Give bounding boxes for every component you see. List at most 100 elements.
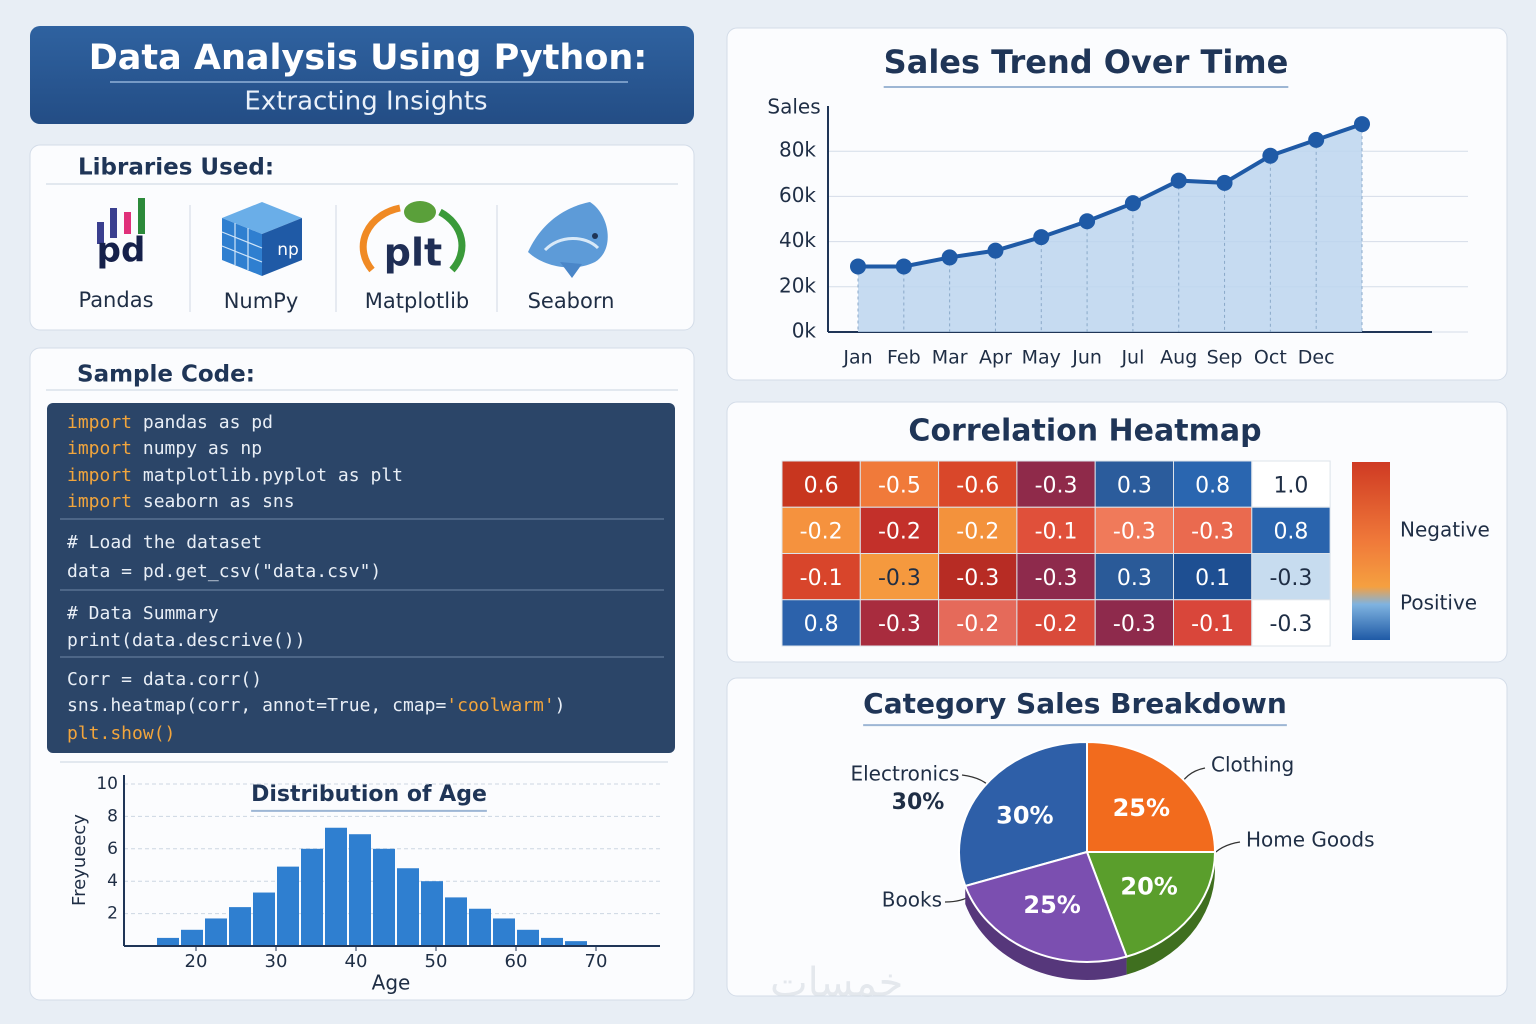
x-tick-label: Dec (1298, 347, 1335, 369)
x-tick-label: Feb (887, 347, 921, 369)
heat-cell (1094, 460, 1174, 508)
colorbar (1352, 462, 1390, 640)
bar (205, 918, 227, 946)
cell-label: 0.6 (804, 473, 839, 498)
bar (301, 848, 323, 946)
header-subtitle: Extracting Insights (244, 87, 487, 117)
legend-label: Positive (1400, 591, 1477, 615)
point (1262, 147, 1279, 164)
slice-label: 25% (1113, 794, 1170, 822)
code-token: pandas as pd (132, 412, 273, 433)
category-label: Books (882, 888, 942, 912)
bar (157, 937, 179, 946)
heat-cell (938, 460, 1018, 508)
slice (958, 740, 1088, 888)
code-title: Sample Code: (77, 362, 255, 388)
cell-label: 0.3 (1117, 566, 1152, 591)
numpy-icon: np (221, 202, 302, 276)
slice-side (965, 885, 1127, 980)
bar (253, 892, 275, 946)
x-tick-label: 30 (265, 951, 288, 972)
point (1033, 229, 1050, 246)
x-tick-label: 20 (185, 951, 208, 972)
code-token: import (67, 491, 132, 512)
cell-label: 0.1 (1195, 566, 1230, 591)
bar (517, 929, 539, 946)
point (1079, 213, 1096, 230)
heat-cell (1016, 599, 1096, 647)
bar (349, 834, 371, 946)
heat-cell (1173, 599, 1253, 647)
x-tick-label: Jan (842, 347, 872, 369)
category-value: 30% (892, 790, 945, 815)
y-tick-label: 4 (107, 871, 118, 891)
x-tick-label: Aug (1160, 347, 1197, 369)
cell-label: -0.3 (878, 612, 921, 637)
bar (277, 866, 299, 946)
slice-side (1126, 852, 1215, 975)
y-tick-label: 80k (779, 138, 816, 162)
seaborn-icon (528, 202, 608, 278)
point (895, 258, 912, 275)
cell-label: -0.3 (1269, 566, 1312, 591)
cell-label: -0.2 (878, 520, 921, 545)
cell-label: 0.8 (1273, 520, 1308, 545)
slice (1086, 740, 1217, 853)
y-tick-label: 20k (779, 273, 816, 297)
chart-title: Distribution of Age (251, 782, 487, 807)
code-line: plt.show() (67, 723, 175, 744)
point (941, 249, 958, 266)
libraries-title: Libraries Used: (78, 155, 274, 181)
cell-label: -0.3 (1191, 520, 1234, 545)
x-tick-label: 40 (345, 951, 368, 972)
cell-label: -0.3 (878, 566, 921, 591)
code-token: Corr = data.corr() (67, 669, 262, 690)
heat-cell (938, 599, 1018, 647)
code-token: import (67, 438, 132, 459)
code-token: # Load the dataset (67, 532, 262, 553)
point (1216, 174, 1233, 191)
cell-label: -0.1 (800, 566, 843, 591)
x-axis-label: Age (372, 971, 411, 995)
cell-label: -0.2 (956, 520, 999, 545)
cell-label: -0.6 (956, 473, 999, 498)
code-line: import pandas as pd (67, 412, 273, 433)
header-title: Data Analysis Using Python: (89, 38, 648, 78)
cell-label: -0.3 (1269, 612, 1312, 637)
y-tick-label: 0k (792, 319, 817, 343)
icon-label: plt (384, 231, 442, 275)
y-tick-label: 8 (107, 806, 118, 826)
heat-cell (938, 506, 1018, 554)
bar (397, 868, 419, 946)
header-panel (30, 26, 694, 124)
code-token: 'coolwarm' (446, 695, 554, 716)
chart-title: Sales Trend Over Time (884, 43, 1289, 81)
heat-cell (1251, 506, 1331, 554)
code-line: Corr = data.corr() (67, 669, 262, 690)
code-token: numpy as np (132, 438, 262, 459)
chart-title: Correlation Heatmap (908, 414, 1261, 449)
chart-title: Category Sales Breakdown (863, 687, 1287, 720)
cell-label: -0.1 (1035, 520, 1078, 545)
code-box (47, 403, 675, 753)
heat-cell (1251, 553, 1331, 601)
point (850, 258, 866, 275)
bar (541, 937, 563, 946)
y-tick-label: 2 (107, 904, 118, 924)
x-tick-label: 60 (505, 951, 528, 972)
point (1124, 195, 1141, 212)
slice-label: 20% (1120, 873, 1177, 901)
bar (421, 881, 443, 946)
cell-label: 0.8 (804, 612, 839, 637)
bar (181, 929, 203, 946)
bar (493, 918, 515, 946)
icon-label: pd (97, 231, 146, 271)
cell-label: 0.8 (1195, 473, 1230, 498)
code-line: sns.heatmap(corr, annot=True, cmap='cool… (67, 695, 566, 716)
bar (565, 941, 587, 946)
cell-label: -0.3 (1035, 473, 1078, 498)
code-line: # Load the dataset (67, 532, 262, 553)
